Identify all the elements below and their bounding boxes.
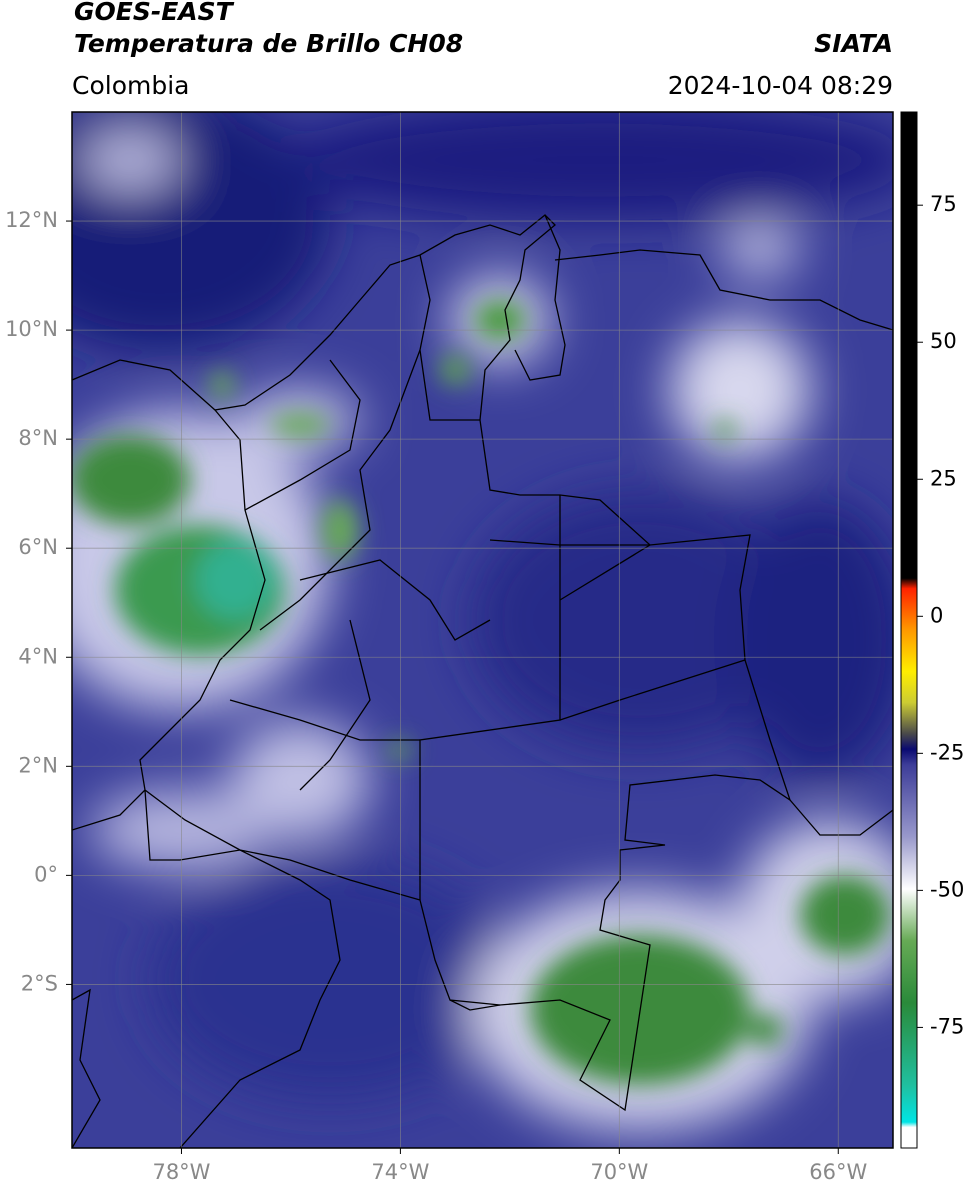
- y-tick-label: 2°N: [18, 753, 58, 777]
- colorbar-tick-label: -75: [930, 1014, 964, 1038]
- colorbar-tick-label: 75: [930, 192, 957, 216]
- x-tick-label: 66°W: [809, 1160, 867, 1184]
- datetime: 2024-10-04 08:29: [668, 71, 893, 100]
- map-frame: [71, 111, 894, 1149]
- y-tick-label: 12°N: [5, 208, 58, 232]
- colorbar-tick-label: 0: [930, 603, 943, 627]
- y-tick-label: 6°N: [18, 535, 58, 559]
- title: GOES-EAST: [74, 0, 235, 26]
- colorbar-tick-label: 50: [930, 329, 957, 353]
- colorbar-tick-label: -25: [930, 740, 964, 764]
- colorbar: [900, 111, 918, 1149]
- source: SIATA: [814, 29, 893, 58]
- colorbar-tick-label: 25: [930, 466, 957, 490]
- region: Colombia: [72, 71, 189, 100]
- grid: [72, 112, 893, 1148]
- y-tick-label: 4°N: [18, 644, 58, 668]
- y-tick-label: 0°: [34, 862, 58, 886]
- x-tick-label: 78°W: [152, 1160, 210, 1184]
- x-tick-label: 70°W: [590, 1160, 648, 1184]
- x-tick-label: 74°W: [371, 1160, 429, 1184]
- y-tick-label: 2°S: [21, 971, 58, 995]
- colorbar-tick-label: -50: [930, 877, 964, 901]
- satellite-image: [72, 112, 893, 1148]
- y-tick-label: 10°N: [5, 317, 58, 341]
- y-tick-label: 8°N: [18, 426, 58, 450]
- title: Temperatura de Brillo CH08: [74, 29, 463, 58]
